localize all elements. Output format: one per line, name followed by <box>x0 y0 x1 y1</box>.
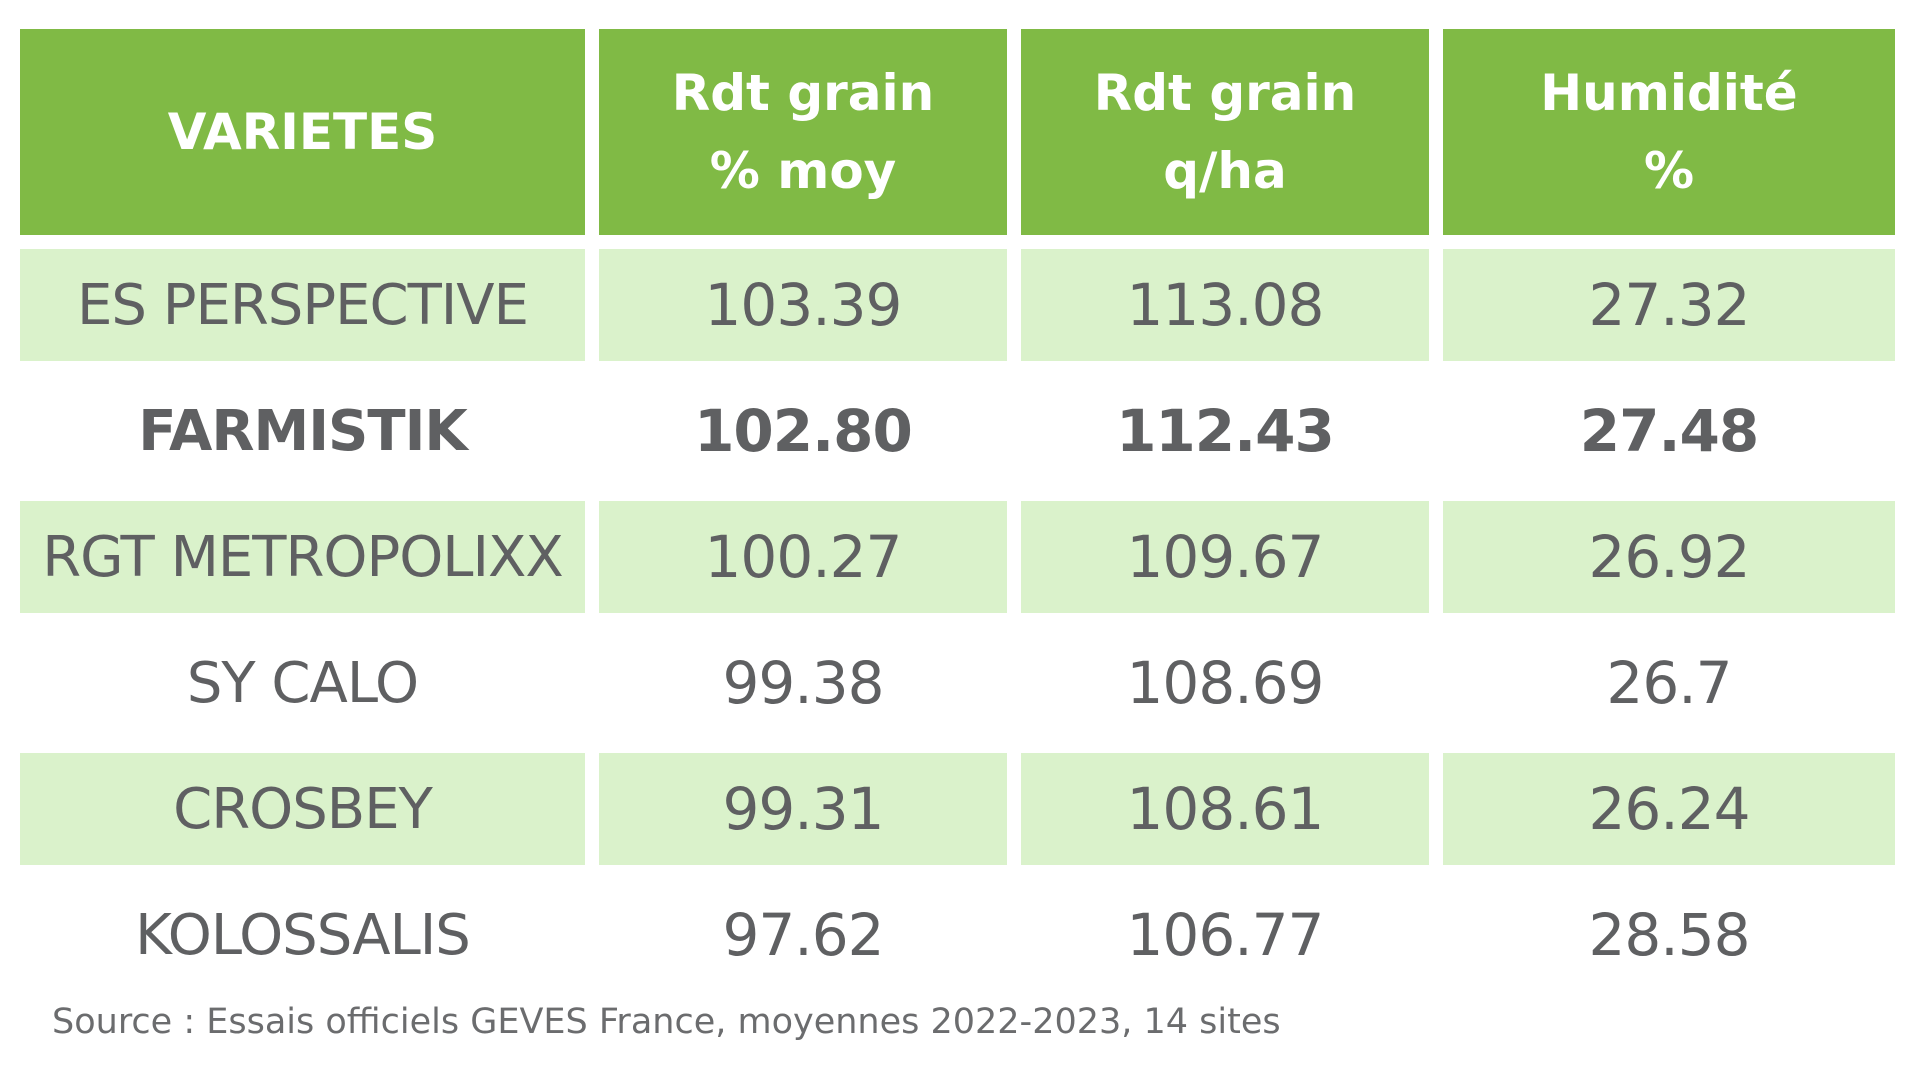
source-note: Source : Essais officiels GEVES France, … <box>52 1002 1281 1042</box>
cell-rdt-pct-moy: 102.80 <box>599 375 1007 487</box>
table-row: CROSBEY 99.31 108.61 26.24 <box>20 753 1895 865</box>
cell-humidite: 26.24 <box>1443 753 1895 865</box>
results-table: VARIETES Rdt grain % moy Rdt grain q/ha … <box>20 29 1895 1005</box>
cell-rdt-q-ha: 113.08 <box>1021 249 1429 361</box>
cell-rdt-q-ha: 112.43 <box>1021 375 1429 487</box>
cell-rdt-pct-moy: 100.27 <box>599 501 1007 613</box>
cell-variety: FARMISTIK <box>20 375 585 487</box>
table-header-row: VARIETES Rdt grain % moy Rdt grain q/ha … <box>20 29 1895 235</box>
header-rdt-pct-moy-line1: Rdt grain <box>671 64 935 122</box>
header-varietes-label: VARIETES <box>167 103 438 161</box>
header-rdt-q-ha-line1: Rdt grain <box>1093 64 1357 122</box>
header-humidite: Humidité % <box>1443 29 1895 235</box>
header-humidite-line1: Humidité <box>1540 64 1798 122</box>
cell-humidite: 26.92 <box>1443 501 1895 613</box>
header-humidite-line2: % <box>1643 142 1695 200</box>
header-rdt-q-ha: Rdt grain q/ha <box>1021 29 1429 235</box>
cell-variety: ES PERSPECTIVE <box>20 249 585 361</box>
cell-rdt-q-ha: 109.67 <box>1021 501 1429 613</box>
cell-variety: KOLOSSALIS <box>20 879 585 991</box>
header-rdt-pct-moy: Rdt grain % moy <box>599 29 1007 235</box>
cell-humidite: 27.32 <box>1443 249 1895 361</box>
cell-humidite: 28.58 <box>1443 879 1895 991</box>
cell-rdt-q-ha: 106.77 <box>1021 879 1429 991</box>
cell-humidite: 26.7 <box>1443 627 1895 739</box>
cell-variety: CROSBEY <box>20 753 585 865</box>
header-rdt-q-ha-line2: q/ha <box>1163 142 1287 200</box>
table-row: KOLOSSALIS 97.62 106.77 28.58 <box>20 879 1895 991</box>
table-row: ES PERSPECTIVE 103.39 113.08 27.32 <box>20 249 1895 361</box>
header-varietes: VARIETES <box>20 29 585 235</box>
cell-rdt-pct-moy: 99.38 <box>599 627 1007 739</box>
table-row: SY CALO 99.38 108.69 26.7 <box>20 627 1895 739</box>
cell-humidite: 27.48 <box>1443 375 1895 487</box>
cell-variety: SY CALO <box>20 627 585 739</box>
cell-rdt-q-ha: 108.61 <box>1021 753 1429 865</box>
cell-rdt-pct-moy: 99.31 <box>599 753 1007 865</box>
table-row: FARMISTIK 102.80 112.43 27.48 <box>20 375 1895 487</box>
header-rdt-pct-moy-line2: % moy <box>709 142 897 200</box>
cell-variety: RGT METROPOLIXX <box>20 501 585 613</box>
cell-rdt-pct-moy: 97.62 <box>599 879 1007 991</box>
cell-rdt-pct-moy: 103.39 <box>599 249 1007 361</box>
cell-rdt-q-ha: 108.69 <box>1021 627 1429 739</box>
table-row: RGT METROPOLIXX 100.27 109.67 26.92 <box>20 501 1895 613</box>
